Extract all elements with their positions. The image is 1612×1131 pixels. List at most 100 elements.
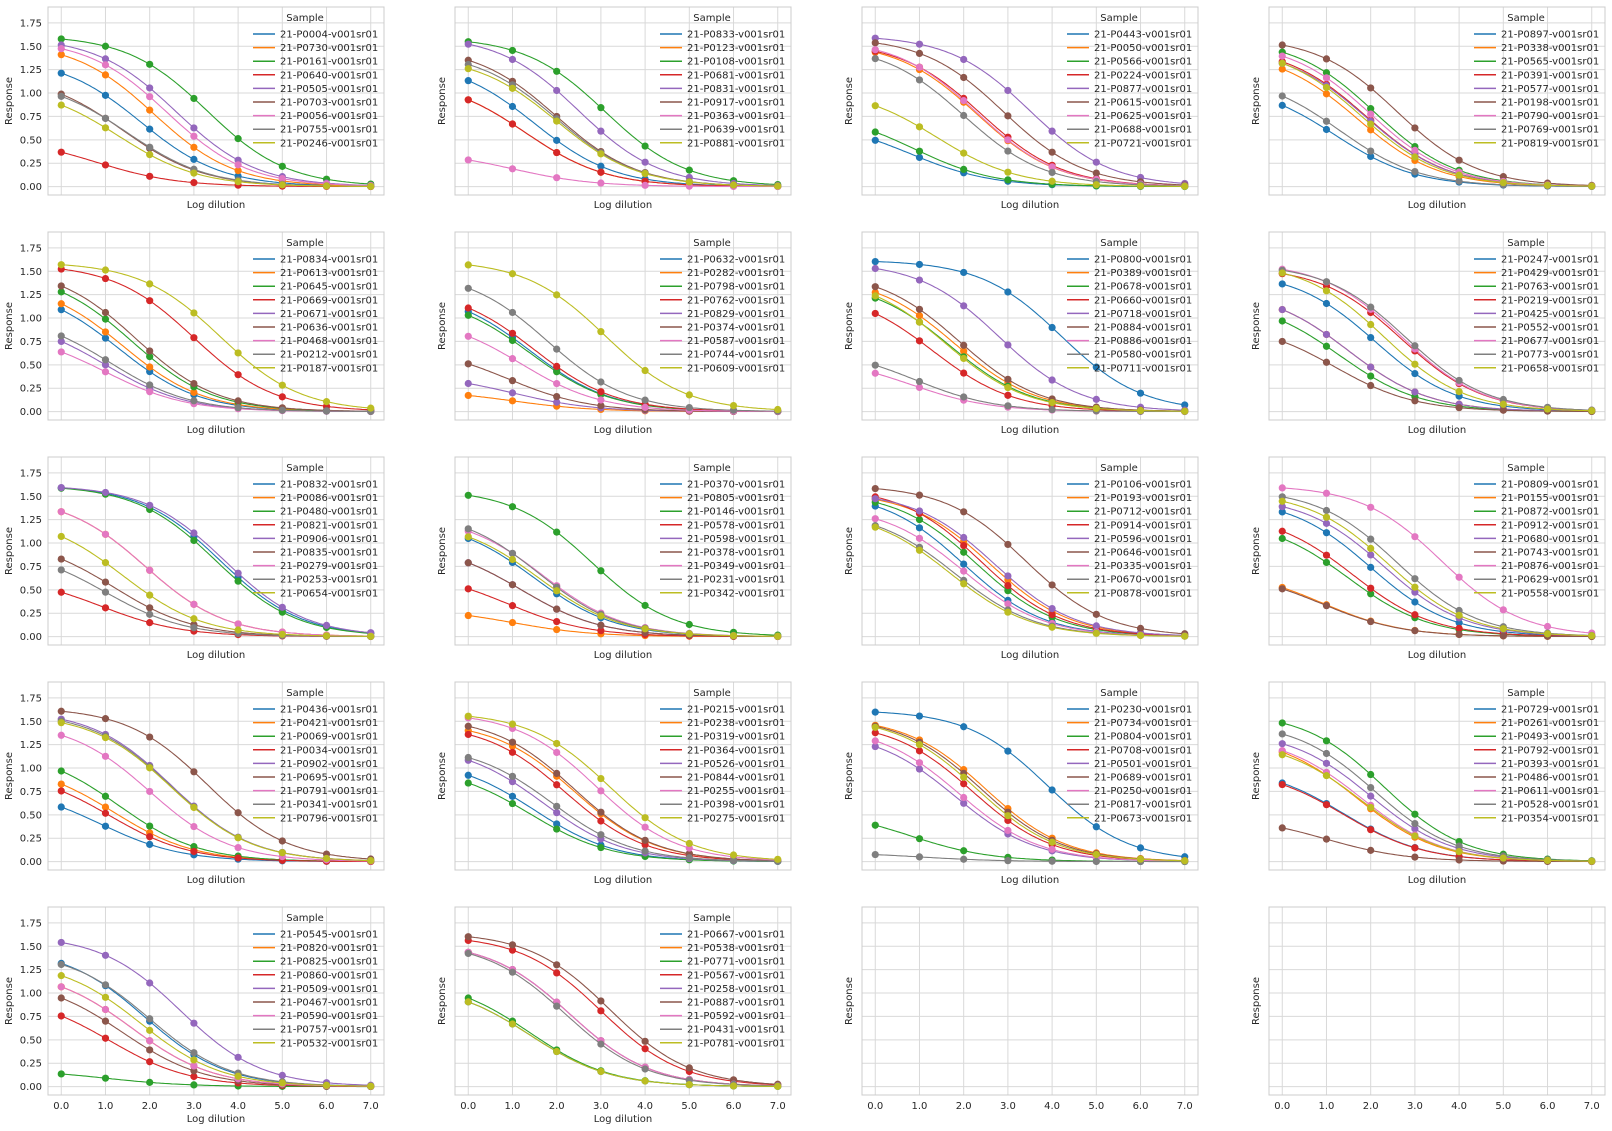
data-point <box>1004 572 1012 580</box>
data-point <box>915 63 924 71</box>
data-point <box>508 165 517 173</box>
data-point <box>1092 610 1100 618</box>
y-tick-label: 0.50 <box>20 1035 42 1046</box>
x-tick-label: 2.0 <box>956 1101 972 1112</box>
legend-entry: 21-P0792-v001sr01 <box>1501 745 1599 756</box>
x-axis-label: Log dilution <box>1408 875 1466 886</box>
data-point <box>508 581 517 589</box>
x-tick-label: 3.0 <box>1407 1101 1423 1112</box>
data-point <box>1278 92 1286 100</box>
legend-title: Sample <box>693 688 731 699</box>
data-point <box>464 559 472 567</box>
data-point <box>553 1002 561 1010</box>
data-point <box>1411 397 1419 405</box>
y-tick-label: 0.50 <box>20 585 42 596</box>
data-point <box>915 853 924 861</box>
data-point <box>915 337 924 345</box>
series-curve <box>1282 722 1592 862</box>
data-point <box>1367 584 1375 592</box>
data-point <box>508 377 517 385</box>
x-axis-label: Log dilution <box>1001 425 1059 436</box>
data-point <box>960 369 968 377</box>
data-point <box>553 809 561 817</box>
data-point <box>57 45 65 53</box>
data-point <box>1411 575 1419 583</box>
data-point <box>871 723 879 731</box>
legend-entry: 21-P0224-v001sr01 <box>1094 70 1192 81</box>
x-tick-label: 3.0 <box>1000 1101 1016 1112</box>
y-axis-label: Response <box>844 302 855 350</box>
data-point <box>915 305 924 313</box>
x-tick-label: 5.0 <box>681 1101 697 1112</box>
data-point <box>57 306 65 314</box>
data-point <box>101 530 110 538</box>
data-point <box>101 822 110 830</box>
legend-entry: 21-P0279-v001sr01 <box>280 561 378 572</box>
data-point <box>1092 850 1100 859</box>
y-tick-label: 0.50 <box>20 810 42 821</box>
data-point <box>57 69 65 77</box>
data-point <box>101 356 110 364</box>
plot-frame <box>1268 681 1606 871</box>
x-tick-label: 7.0 <box>1177 1101 1193 1112</box>
y-tick-label: 0.75 <box>20 112 42 123</box>
data-point <box>234 577 242 585</box>
data-point <box>146 388 154 396</box>
subplot: Response 0.0 1.0 2.0 3.0 4.0 5.0 6.0 7.0 Log dilu… <box>437 906 792 1125</box>
data-point <box>553 1047 561 1056</box>
data-point <box>597 774 605 783</box>
data-point <box>190 94 198 103</box>
data-point <box>101 803 110 811</box>
legend-entry: 21-P0106-v001sr01 <box>1094 480 1192 491</box>
series-curve <box>875 854 1185 863</box>
data-point <box>190 334 198 342</box>
data-point <box>915 712 924 720</box>
legend-entry: 21-P0187-v001sr01 <box>280 363 378 374</box>
legend-entry: 21-P0587-v001sr01 <box>687 336 785 347</box>
data-point <box>1499 400 1507 408</box>
data-point <box>1367 126 1375 134</box>
legend-entry: 21-P0590-v001sr01 <box>280 1011 378 1022</box>
data-point <box>1048 163 1056 171</box>
data-point <box>553 781 561 789</box>
legend-entry: 21-P0805-v001sr01 <box>687 493 785 504</box>
data-point <box>871 361 879 369</box>
y-tick-label: 1.25 <box>20 740 42 751</box>
legend-entry: 21-P0646-v001sr01 <box>1094 548 1192 559</box>
legend-entry: 21-P0834-v001sr01 <box>280 255 378 266</box>
data-point <box>1367 563 1375 571</box>
y-tick-label: 0.50 <box>20 360 42 371</box>
legend-entry: 21-P0680-v001sr01 <box>1501 534 1599 545</box>
data-point <box>146 822 154 830</box>
data-point <box>1092 169 1100 177</box>
data-point <box>508 503 517 511</box>
data-point <box>1322 90 1331 98</box>
data-point <box>508 792 517 800</box>
data-point <box>915 40 924 48</box>
data-point <box>871 292 879 300</box>
x-axis-label: Log dilution <box>594 1114 652 1125</box>
legend-entry: 21-P0609-v001sr01 <box>687 363 785 374</box>
data-point <box>57 348 65 356</box>
legend-entry: 21-P0389-v001sr01 <box>1094 268 1192 279</box>
series-curve <box>468 717 778 861</box>
legend-entry: 21-P0212-v001sr01 <box>280 350 378 361</box>
data-point <box>641 1037 649 1045</box>
plot-frame <box>47 231 385 421</box>
legend-entry: 21-P0050-v001sr01 <box>1094 43 1192 54</box>
legend-entry: 21-P0282-v001sr01 <box>687 268 785 279</box>
data-point <box>1278 101 1286 109</box>
data-point <box>871 729 879 737</box>
legend-entry: 21-P0436-v001sr01 <box>280 705 378 716</box>
data-point <box>101 274 110 283</box>
data-point <box>1367 110 1375 118</box>
data-point <box>1004 168 1012 176</box>
series-curve <box>468 68 778 187</box>
data-point <box>960 149 968 157</box>
data-point <box>234 834 242 842</box>
legend-title: Sample <box>1100 463 1138 474</box>
data-point <box>1411 342 1419 350</box>
y-tick-label: 1.75 <box>20 18 42 29</box>
legend-entry: 21-P0729-v001sr01 <box>1501 705 1599 716</box>
